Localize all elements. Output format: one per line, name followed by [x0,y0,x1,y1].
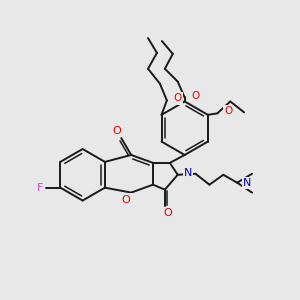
Text: O: O [112,126,121,136]
Text: O: O [164,208,172,218]
Text: O: O [174,94,182,103]
Text: N: N [243,178,251,188]
Text: F: F [37,183,44,193]
Text: O: O [224,106,232,116]
Text: O: O [192,91,200,100]
Text: O: O [122,194,130,205]
Text: N: N [184,168,192,178]
